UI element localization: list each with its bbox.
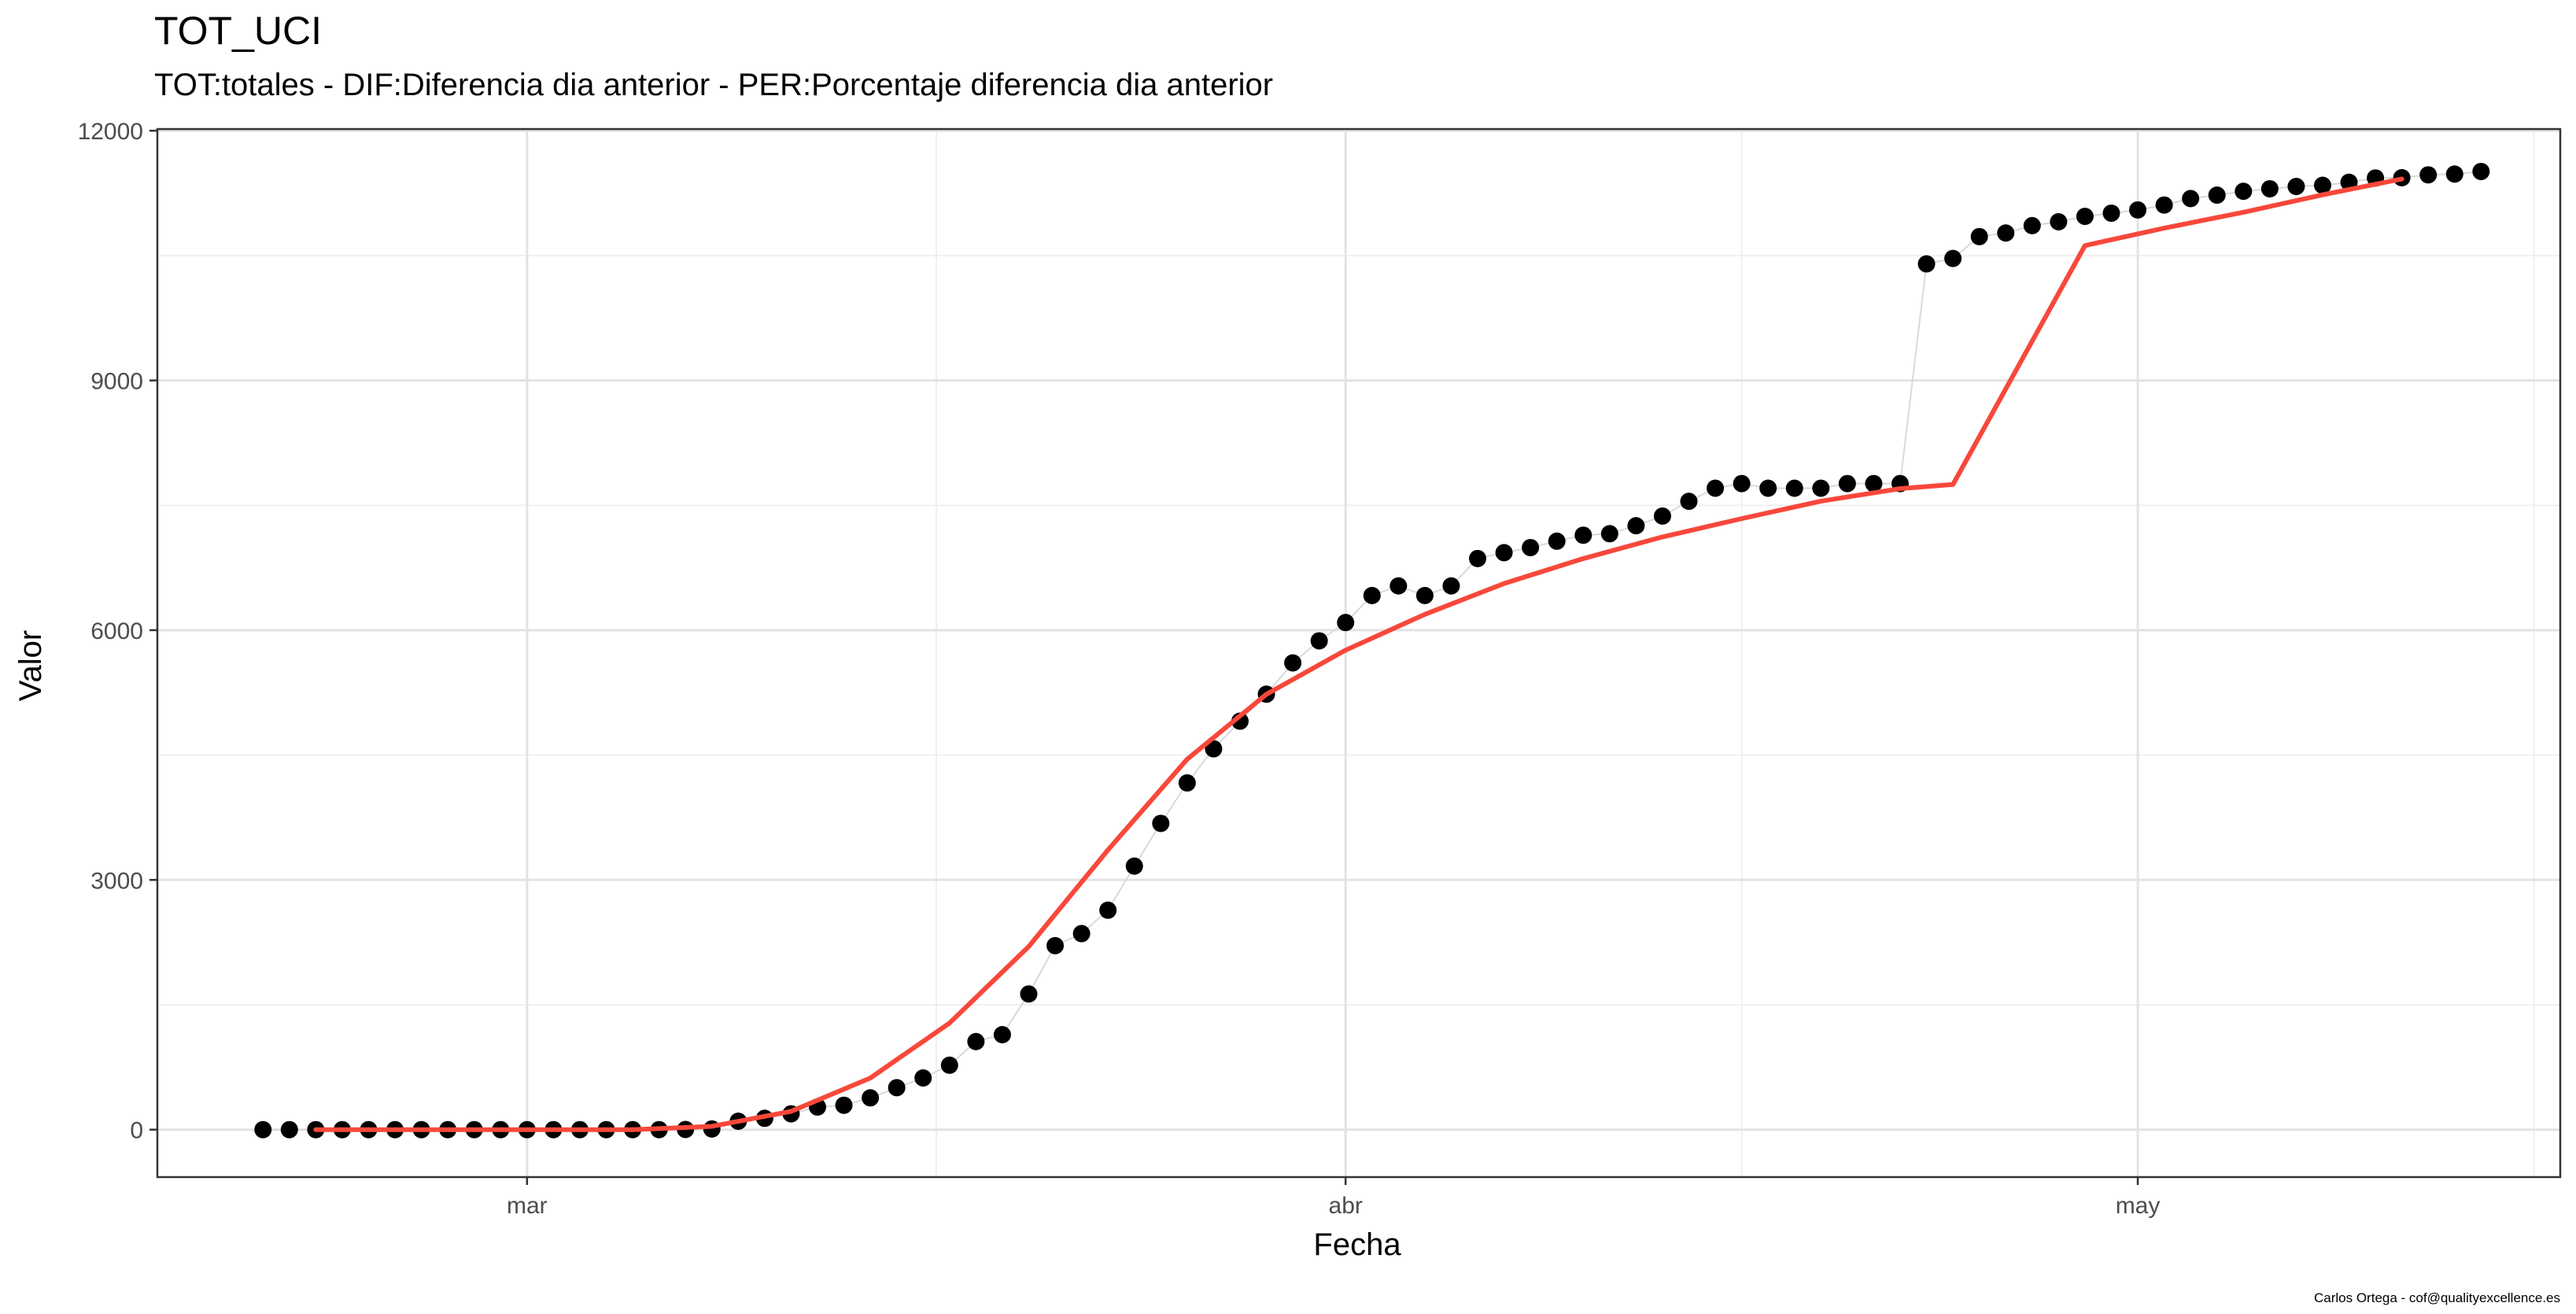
data-point — [1337, 614, 1355, 632]
y-tick-label: 9000 — [90, 369, 143, 395]
data-point — [1759, 479, 1777, 497]
data-point — [1046, 936, 1065, 954]
points-layer — [254, 162, 2490, 1139]
trend-layer — [313, 176, 2404, 1132]
data-point — [2102, 204, 2120, 222]
data-point — [914, 1069, 932, 1087]
connector-layer — [263, 170, 2482, 1131]
data-point — [1125, 857, 1143, 875]
panel-border — [156, 127, 2562, 1179]
data-point — [1363, 586, 1381, 604]
data-point — [1680, 493, 1698, 511]
data-point — [1442, 577, 1460, 595]
data-point — [862, 1089, 880, 1107]
data-point — [1205, 740, 1223, 758]
chart-title: TOT_UCI — [154, 9, 322, 53]
data-point — [1495, 544, 1513, 562]
y-tick-label: 12000 — [78, 119, 143, 145]
data-point — [1178, 774, 1196, 792]
data-point — [1548, 532, 1566, 550]
data-point — [888, 1079, 906, 1097]
data-point — [1917, 255, 1936, 273]
y-axis-title: Valor — [13, 630, 48, 701]
points-connector-line — [263, 170, 2482, 1131]
chart-subtitle: TOT:totales - DIF:Diferencia dia anterio… — [154, 68, 1274, 102]
x-tick-label: may — [2116, 1193, 2161, 1219]
data-point — [280, 1120, 298, 1139]
data-point — [1099, 901, 1117, 919]
data-point — [1072, 925, 1091, 943]
data-point — [1733, 474, 1751, 493]
data-point — [2050, 212, 2068, 231]
data-point — [1997, 224, 2015, 242]
data-point — [1627, 517, 1645, 535]
data-point — [1389, 577, 1408, 595]
data-point — [1522, 538, 1540, 556]
data-point — [1838, 474, 1856, 493]
x-axis-title: Fecha — [1313, 1227, 1401, 1262]
chart-caption: Carlos Ortega - cof@qualityexcellence.es — [2313, 1290, 2560, 1305]
data-point — [2472, 162, 2490, 180]
data-point — [940, 1056, 958, 1074]
data-point — [2287, 178, 2305, 196]
grid-minor — [157, 129, 2560, 1177]
data-point — [1812, 479, 1830, 497]
data-point — [1600, 525, 1618, 543]
data-point — [1574, 526, 1592, 544]
data-point — [2313, 176, 2331, 194]
data-point — [254, 1120, 272, 1139]
x-tick-label: mar — [507, 1193, 548, 1219]
axes-layer: 0 3000 6000 9000 12000 mar abr may — [78, 119, 2562, 1219]
data-point — [2182, 190, 2200, 208]
data-point — [967, 1032, 985, 1050]
x-tick-label: abr — [1329, 1193, 1363, 1219]
data-point — [2235, 183, 2253, 201]
data-point — [2023, 216, 2041, 234]
data-point — [1970, 227, 1988, 245]
grid-major — [157, 129, 2560, 1177]
data-point — [1653, 507, 1671, 525]
data-point — [1284, 654, 1302, 672]
data-point — [1944, 249, 1962, 268]
data-point — [993, 1025, 1011, 1043]
y-tick-label: 3000 — [90, 868, 143, 894]
data-point — [2419, 166, 2438, 184]
data-point — [1865, 474, 1883, 493]
data-point — [2129, 201, 2147, 219]
data-point — [1152, 814, 1170, 832]
data-point — [1785, 479, 1803, 497]
y-tick-label: 0 — [130, 1118, 143, 1144]
data-point — [2076, 207, 2094, 225]
data-point — [2155, 196, 2173, 214]
data-point — [1707, 479, 1725, 497]
y-tick-label: 6000 — [90, 618, 143, 644]
data-point — [2445, 165, 2463, 183]
data-point — [1020, 985, 1038, 1003]
data-point — [835, 1096, 853, 1114]
data-point — [2208, 186, 2226, 205]
data-point — [1469, 549, 1487, 567]
trend-line — [313, 176, 2404, 1132]
data-point — [1415, 586, 1434, 604]
data-point — [2260, 179, 2279, 197]
data-point — [1310, 632, 1328, 650]
